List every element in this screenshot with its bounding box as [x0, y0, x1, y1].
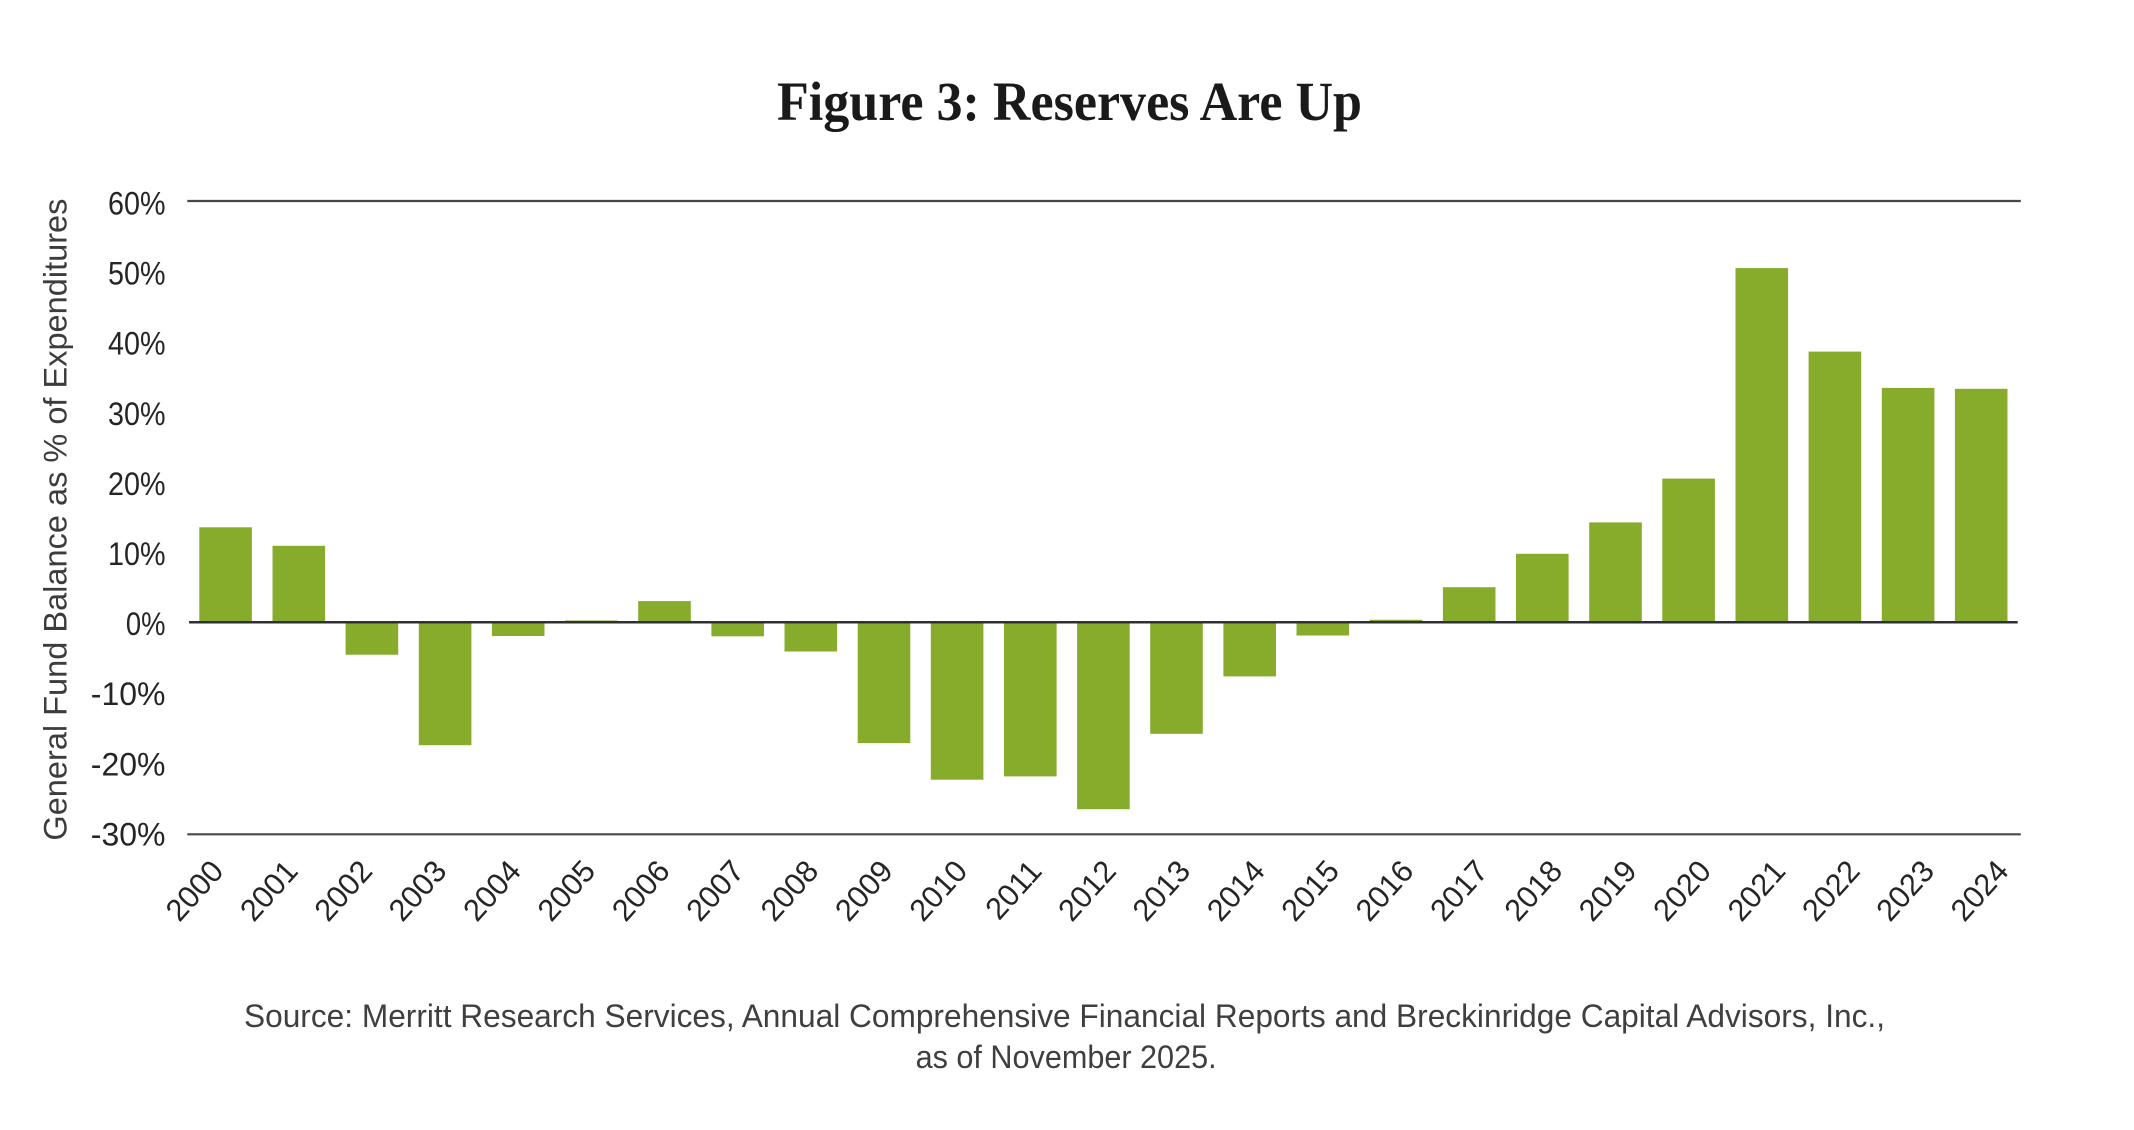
svg-text:30%: 30%	[108, 396, 166, 432]
svg-text:-10%: -10%	[91, 676, 166, 712]
svg-text:General Fund Balance as % of E: General Fund Balance as % of Expenditure…	[38, 199, 74, 841]
svg-text:-30%: -30%	[91, 816, 166, 852]
svg-text:20%: 20%	[108, 466, 166, 502]
svg-text:Figure 3: Reserves Are Up: Figure 3: Reserves Are Up	[777, 71, 1362, 132]
svg-text:40%: 40%	[108, 326, 166, 362]
svg-text:as of November 2025.: as of November 2025.	[916, 1039, 1217, 1075]
svg-text:10%: 10%	[108, 536, 166, 572]
svg-text:50%: 50%	[108, 256, 166, 292]
svg-text:Source: Merritt Research Servi: Source: Merritt Research Services, Annua…	[244, 998, 1885, 1034]
svg-text:60%: 60%	[108, 186, 166, 222]
svg-text:-20%: -20%	[91, 746, 166, 782]
svg-text:0%: 0%	[126, 606, 166, 642]
